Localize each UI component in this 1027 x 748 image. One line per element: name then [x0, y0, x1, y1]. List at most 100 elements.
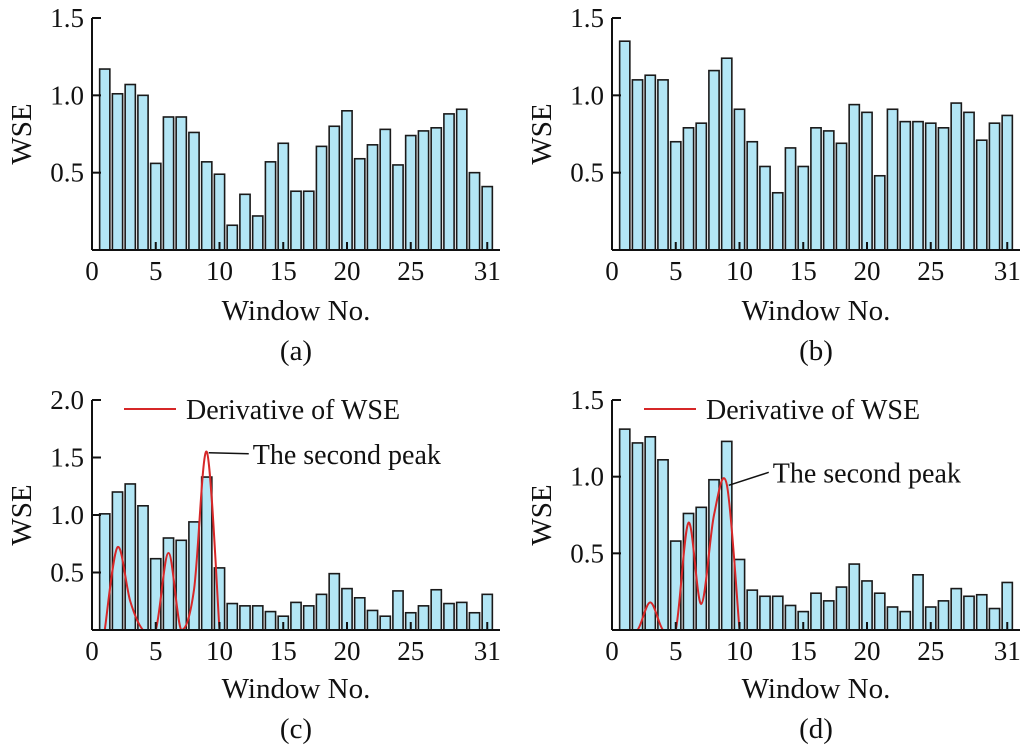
bar-d-11 [746, 589, 759, 631]
bar-a-5 [149, 162, 162, 251]
bar-b-5 [669, 140, 682, 251]
bar-b-28 [963, 111, 975, 251]
bar-c-16 [290, 601, 302, 631]
bar-a-21 [353, 157, 366, 251]
y-tick-label-c-2: 1.5 [50, 443, 84, 473]
bar-a-4 [137, 94, 149, 251]
bar-c-30 [468, 611, 481, 631]
y-tick-label-c-1: 1.0 [50, 500, 84, 530]
bar-c-3 [124, 483, 137, 631]
x-tick-label-d-0: 0 [605, 636, 619, 666]
bar-a-7 [175, 116, 188, 251]
bar-d-23 [899, 610, 912, 631]
bar-c-11 [226, 602, 239, 631]
bar-a-13 [251, 215, 264, 251]
bar-a-27 [430, 127, 443, 251]
x-tick-label-a-2: 10 [206, 256, 233, 286]
bar-a-1 [98, 68, 111, 251]
y-tick-label-b-1: 1.0 [570, 80, 604, 110]
x-tick-label-b-4: 20 [854, 256, 881, 286]
bar-b-17 [822, 130, 835, 251]
x-tick-label-a-0: 0 [85, 256, 99, 286]
y-tick-label-b-0: 0.5 [570, 158, 604, 188]
bar-b-26 [937, 127, 950, 251]
bar-c-17 [302, 605, 315, 631]
bar-a-9 [200, 161, 213, 251]
bar-b-19 [848, 103, 861, 251]
panel-a: 0.5 1.0 1.5 0 5 10 15 20 25 31 Window No. WSE (a) [6, 3, 501, 367]
x-tick-label-c-4: 20 [334, 636, 361, 666]
bar-b-7 [695, 122, 708, 251]
bar-b-11 [746, 140, 759, 251]
bar-a-25 [404, 134, 417, 251]
y-tick-label-d-2: 1.5 [570, 385, 604, 415]
y-tick-label-c-3: 2.0 [50, 385, 84, 415]
bar-a-8 [188, 131, 200, 251]
panel-c: Derivative of WSE The second peak 0.5 1.0 1.… [6, 385, 501, 745]
bar-c-24 [392, 590, 404, 631]
bar-b-16 [810, 127, 822, 251]
bar-b-3 [644, 74, 657, 251]
bar-b-21 [873, 174, 886, 251]
x-tick-label-d-6: 31 [994, 636, 1021, 666]
bar-a-20 [341, 110, 353, 251]
x-tick-label-c-0: 0 [85, 636, 99, 666]
x-tick-label-a-6: 31 [474, 256, 501, 286]
bar-d-24 [912, 573, 924, 631]
y-tick-label-a-2: 1.5 [50, 3, 84, 33]
bar-c-22 [366, 609, 379, 631]
bar-c-28 [443, 602, 455, 631]
x-tick-label-a-3: 15 [270, 256, 297, 286]
bar-d-3 [644, 435, 657, 631]
bar-a-29 [455, 108, 468, 251]
bar-a-26 [417, 130, 430, 251]
x-tick-label-d-5: 25 [917, 636, 944, 666]
x-tick-label-b-6: 31 [994, 256, 1021, 286]
bar-a-10 [213, 173, 226, 251]
bar-b-8 [708, 69, 720, 251]
bar-c-12 [239, 605, 251, 631]
panel-label-d: (d) [799, 713, 833, 745]
bar-b-24 [912, 120, 924, 251]
bar-a-31 [481, 185, 494, 251]
bar-d-18 [835, 586, 848, 631]
x-tick-label-c-5: 25 [397, 636, 424, 666]
bar-a-11 [226, 224, 239, 251]
bar-b-25 [924, 122, 937, 251]
annotation-leader-d [728, 471, 769, 487]
legend-label-d: Derivative of WSE [706, 395, 920, 426]
bar-d-22 [886, 606, 899, 631]
bar-a-30 [468, 171, 481, 251]
bar-a-23 [379, 128, 392, 251]
x-tick-label-c-3: 15 [270, 636, 297, 666]
bar-a-28 [443, 113, 455, 251]
bar-b-31 [1001, 114, 1014, 251]
x-tick-label-b-5: 25 [917, 256, 944, 286]
bar-a-24 [392, 164, 404, 251]
bar-d-26 [937, 600, 950, 631]
bar-b-2 [631, 79, 644, 251]
x-tick-label-a-5: 25 [397, 256, 424, 286]
bar-a-19 [328, 125, 341, 251]
bar-b-27 [950, 102, 963, 251]
x-tick-label-c-6: 31 [474, 636, 501, 666]
panel-label-a: (a) [280, 335, 312, 367]
bar-d-21 [873, 592, 886, 631]
bar-b-4 [657, 79, 669, 251]
bar-d-4 [657, 458, 669, 631]
bar-d-30 [988, 607, 1001, 631]
bar-a-14 [264, 161, 277, 251]
x-tick-label-b-1: 5 [669, 256, 683, 286]
panel-label-b: (b) [799, 335, 833, 367]
bar-d-29 [975, 593, 988, 631]
bar-d-27 [950, 587, 963, 631]
annotation-label-c: The second peak [253, 440, 441, 471]
bar-a-2 [111, 92, 124, 251]
bar-b-10 [733, 108, 746, 251]
bar-d-12 [759, 595, 771, 631]
bar-d-1 [618, 428, 631, 631]
bar-d-28 [963, 595, 975, 631]
bar-b-15 [797, 165, 810, 251]
bar-a-15 [277, 142, 290, 251]
bar-b-30 [988, 122, 1001, 251]
